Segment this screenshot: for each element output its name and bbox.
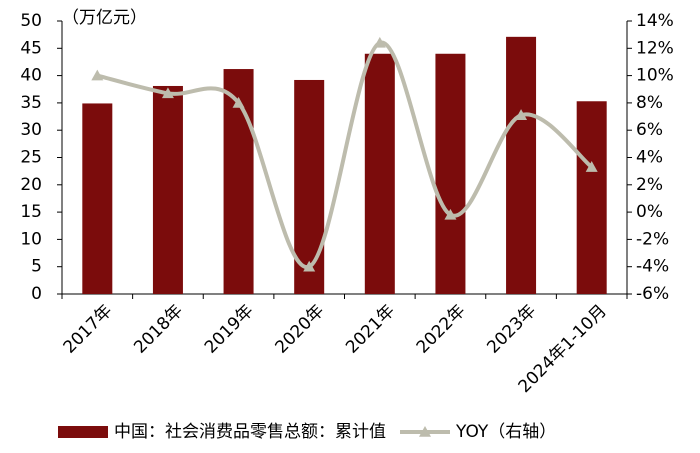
legend-marker	[419, 426, 431, 437]
y-tick-label: 35	[20, 93, 42, 113]
x-tick-label: 2019年	[201, 301, 258, 358]
bar	[294, 79, 325, 294]
y2-tick-label: -2%	[636, 229, 669, 249]
line-marker	[161, 87, 174, 99]
y2-tick-label: -6%	[636, 284, 669, 304]
y2-tick-label: -4%	[636, 257, 669, 277]
line-marker	[444, 208, 457, 220]
bar	[82, 103, 113, 294]
x-tick-label: 2020年	[272, 301, 329, 358]
x-tick-label: 2022年	[413, 301, 470, 358]
x-tick-label: 2018年	[130, 301, 187, 358]
bar	[506, 36, 537, 295]
y2-tick-label: 10%	[636, 66, 674, 86]
line	[96, 40, 593, 269]
legend-label: YOY（右轴）	[455, 422, 556, 442]
y-axis-title: （万亿元）	[62, 8, 147, 28]
line-marker	[91, 69, 104, 81]
line-marker	[373, 36, 386, 48]
legend-label: 中国：社会消费品零售总额：累计值	[114, 422, 386, 442]
y-tick-label: 15	[20, 202, 42, 222]
line-marker	[585, 161, 598, 172]
y-tick-label: 30	[20, 120, 42, 140]
bar	[576, 101, 607, 295]
y-tick-label: 20	[20, 175, 42, 195]
y2-tick-label: 0%	[636, 202, 663, 222]
y2-tick-label: 4%	[636, 148, 663, 168]
bar	[152, 85, 183, 294]
line-marker	[515, 109, 528, 120]
y-tick-label: 40	[20, 66, 42, 86]
x-tick-label: 2021年	[342, 301, 399, 358]
y2-tick-label: 6%	[636, 120, 663, 140]
line-marker	[303, 260, 316, 272]
legend-swatch	[58, 426, 108, 438]
y-tick-label: 0	[31, 284, 42, 304]
x-tick-label: 2017年	[60, 301, 117, 358]
y2-tick-label: 14%	[636, 11, 674, 31]
y2-tick-label: 12%	[636, 38, 674, 58]
y-tick-label: 10	[20, 229, 42, 249]
line-marker	[232, 96, 245, 108]
y-tick-label: 5	[31, 257, 42, 277]
bar	[435, 53, 466, 295]
x-tick-label: 2023年	[483, 301, 540, 358]
bar	[364, 53, 395, 295]
y-tick-label: 45	[20, 38, 42, 58]
y2-tick-label: 8%	[636, 93, 663, 113]
y2-tick-label: 2%	[636, 175, 663, 195]
y-tick-label: 50	[20, 11, 42, 31]
y-tick-label: 25	[20, 148, 42, 168]
